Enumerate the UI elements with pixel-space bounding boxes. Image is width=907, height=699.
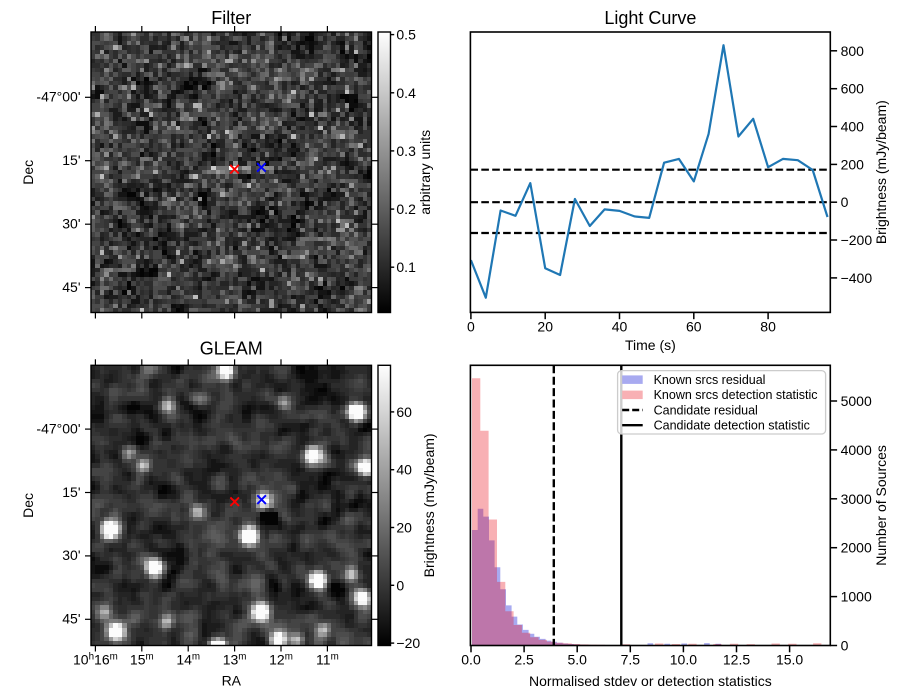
svg-text:0.5: 0.5 (396, 27, 416, 43)
svg-text:0.0: 0.0 (461, 652, 481, 668)
svg-text:45': 45' (62, 611, 80, 627)
svg-text:3000: 3000 (841, 491, 872, 507)
svg-text:40: 40 (396, 462, 412, 478)
svg-text:5.0: 5.0 (567, 652, 587, 668)
svg-text:45': 45' (62, 279, 80, 295)
svg-text:Brightness (mJy/beam): Brightness (mJy/beam) (873, 100, 889, 244)
svg-text:400: 400 (841, 119, 865, 135)
svg-text:20: 20 (396, 520, 412, 536)
svg-text:-47°00': -47°00' (36, 89, 80, 105)
svg-text:Known srcs residual: Known srcs residual (654, 373, 766, 387)
svg-text:12.5: 12.5 (723, 652, 750, 668)
svg-text:0: 0 (841, 194, 849, 210)
svg-text:0.1: 0.1 (396, 259, 416, 275)
svg-text:15': 15' (62, 152, 80, 168)
svg-text:5000: 5000 (841, 393, 872, 409)
svg-text:0.2: 0.2 (396, 201, 416, 217)
svg-text:Time (s): Time (s) (625, 337, 676, 353)
svg-text:7.5: 7.5 (621, 652, 641, 668)
svg-text:20: 20 (537, 319, 553, 335)
svg-text:0.3: 0.3 (396, 143, 416, 159)
svg-text:Brightness (mJy/beam): Brightness (mJy/beam) (421, 433, 437, 577)
svg-text:-47°00': -47°00' (36, 420, 80, 436)
svg-text:0: 0 (396, 577, 404, 593)
svg-text:10.0: 10.0 (670, 652, 697, 668)
svg-text:−200: −200 (841, 232, 873, 248)
svg-text:Dec: Dec (20, 493, 36, 518)
svg-text:10h16m: 10h16m (73, 652, 118, 668)
svg-text:40: 40 (612, 319, 628, 335)
svg-text:80: 80 (760, 319, 776, 335)
svg-text:Known srcs detection statistic: Known srcs detection statistic (654, 388, 818, 402)
svg-text:Filter: Filter (211, 8, 251, 28)
svg-text:GLEAM: GLEAM (200, 339, 263, 359)
svg-text:0: 0 (467, 319, 475, 335)
svg-text:15.0: 15.0 (776, 652, 803, 668)
svg-text:0: 0 (841, 638, 849, 654)
svg-text:2.5: 2.5 (514, 652, 534, 668)
svg-text:15': 15' (62, 484, 80, 500)
svg-text:60: 60 (686, 319, 702, 335)
svg-text:30': 30' (62, 547, 80, 563)
svg-text:Dec: Dec (20, 160, 36, 185)
svg-text:2000: 2000 (841, 540, 872, 556)
svg-text:−400: −400 (841, 270, 873, 286)
svg-text:Light Curve: Light Curve (604, 8, 696, 28)
svg-text:Number of Sources: Number of Sources (873, 445, 889, 566)
svg-text:Normalised stdev or detection: Normalised stdev or detection statistics (529, 673, 772, 689)
svg-text:4000: 4000 (841, 442, 872, 458)
svg-text:Candidate residual: Candidate residual (654, 403, 758, 417)
svg-text:−20: −20 (396, 635, 420, 651)
svg-text:Candidate detection statistic: Candidate detection statistic (654, 419, 810, 433)
svg-text:800: 800 (841, 43, 865, 59)
svg-text:arbitrary units: arbitrary units (417, 130, 433, 215)
svg-text:1000: 1000 (841, 589, 872, 605)
svg-text:600: 600 (841, 81, 865, 97)
svg-text:0.4: 0.4 (396, 85, 416, 101)
svg-text:30': 30' (62, 216, 80, 232)
svg-text:200: 200 (841, 156, 865, 172)
svg-text:RA: RA (222, 673, 242, 689)
svg-text:60: 60 (396, 404, 412, 420)
